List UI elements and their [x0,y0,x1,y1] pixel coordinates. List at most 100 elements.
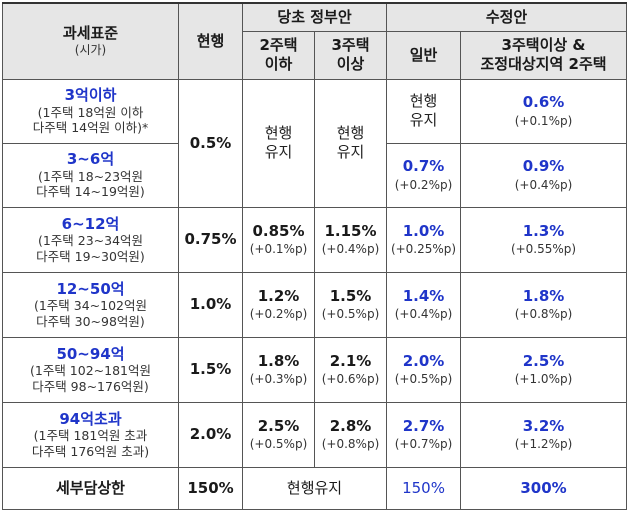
bracket-title: 50~94억 [56,344,125,363]
summary-rev-general: 150% [386,466,462,510]
rate-delta: (+0.5%p) [249,437,308,452]
rate-value: 2.7% [402,416,445,435]
rate-value: 2.1% [329,351,372,370]
header-rev-general: 일반 [386,30,462,80]
bracket-line-multi-house: 다주택 14억원 이하)* [32,120,149,136]
summary-original: 현행유지 [241,466,388,510]
header-current: 현행 [178,2,243,80]
summary-title: 세부담상한 [2,466,179,510]
orig-two-or-less-cell: 1.8% (+0.3%p) [242,336,315,403]
table-row: 94억초과 (1주택 181억원 초과 다주택 176억원 초과) 2.0% 2… [2,401,628,468]
rev-multi-cell: 1.3% (+0.55%p) [460,206,628,273]
rate-value: 0.7% [402,157,445,176]
rate-delta: (+0.1%p) [514,113,573,128]
bracket-title: 94억초과 [59,409,122,428]
bracket-line-multi-house: 다주택 30~98억원) [36,313,145,329]
summary-rev-multi: 300% [460,466,628,510]
rate-delta: (+1.0%p) [514,372,573,387]
orig-three-plus-cell: 1.5% (+0.5%p) [313,271,388,338]
rate-delta: (+0.2%p) [394,177,453,192]
table-row: 50~94억 (1주택 102~181억원 다주택 98~176억원) 1.5%… [2,336,628,403]
bracket-cell: 6~12억 (1주택 23~34억원 다주택 19~30억원) [2,206,179,273]
rev-general-cell: 2.7% (+0.7%p) [386,401,462,468]
tax-rate-table: 과세표준 (시가) 현행 당초 정부안 수정안 2주택 이하 3주택 이상 일반… [2,2,628,510]
rev-general-cell: 2.0% (+0.5%p) [386,336,462,403]
bracket-title: 3~6억 [66,150,115,168]
bracket-line-multi-house: 다주택 14~19억원) [36,184,145,200]
orig-two-or-less-cell: 2.5% (+0.5%p) [242,401,315,468]
bracket-line-one-house: (1주택 18억원 이하 [37,104,144,120]
header-tax-base-label: 과세표준 [62,24,119,43]
current-rate-cell: 1.5% [178,336,243,403]
current-rate-cell: 0.75% [178,206,243,273]
bracket-title: 3억이하 [64,86,117,104]
bracket-line-one-house: (1주택 18~23억원 [37,168,144,184]
rate-value: 2.5% [257,416,300,435]
rate-delta: (+0.5%p) [394,372,453,387]
rate-delta: (+0.6%p) [321,372,380,387]
rev-multi-cell: 0.9% (+0.4%p) [460,142,628,208]
bracket-cell: 12~50억 (1주택 34~102억원 다주택 30~98억원) [2,271,179,338]
rate-value: 0.85% [252,221,305,240]
rate-value: 2.0% [402,351,445,370]
rate-delta: (+0.4%p) [394,307,453,322]
orig-two-or-less-cell: 0.85% (+0.1%p) [242,206,315,273]
rate-delta: (+0.2%p) [249,307,308,322]
header-rev-multi: 3주택이상 & 조정대상지역 2주택 [460,30,628,80]
bracket-line-multi-house: 다주택 176억원 초과) [31,443,150,459]
rate-delta: (+0.7%p) [394,437,453,452]
rate-delta: (+0.55%p) [510,242,577,257]
rev-multi-cell: 2.5% (+1.0%p) [460,336,628,403]
rate-delta: (+0.4%p) [321,242,380,257]
rate-value: 1.2% [257,286,300,305]
rev-general-cell: 현행 유지 [386,78,462,144]
rev-general-cell: 1.4% (+0.4%p) [386,271,462,338]
rate-value: 1.3% [522,221,565,240]
rate-value: 1.15% [324,221,377,240]
rev-multi-cell: 3.2% (+1.2%p) [460,401,628,468]
bracket-title: 6~12억 [61,214,120,233]
header-tax-base-sub: (시가) [74,43,107,58]
table-row: 6~12억 (1주택 23~34억원 다주택 19~30억원) 0.75% 0.… [2,206,628,273]
rate-value: 2.5% [522,351,565,370]
header-revised-proposal: 수정안 [386,2,628,32]
bracket-cell: 3억이하 (1주택 18억원 이하 다주택 14억원 이하)* [2,78,179,144]
rate-value: 2.8% [329,416,372,435]
rate-delta: (+0.1%p) [249,242,308,257]
bracket-line-one-house: (1주택 181억원 초과 [33,428,148,444]
rate-value: 1.8% [257,351,300,370]
bracket-cell: 94억초과 (1주택 181억원 초과 다주택 176억원 초과) [2,401,179,468]
bracket-cell: 50~94억 (1주택 102~181억원 다주택 98~176억원) [2,336,179,403]
orig-two-or-less-cell: 1.2% (+0.2%p) [242,271,315,338]
rate-delta: (+1.2%p) [514,437,573,452]
current-rate-cell: 2.0% [178,401,243,468]
rate-value: 1.8% [522,286,565,305]
rate-delta: (+0.8%p) [321,437,380,452]
bracket-line-one-house: (1주택 34~102억원 [33,298,148,314]
rate-value: 0.6% [522,93,565,112]
rate-delta: (+0.8%p) [514,307,573,322]
rate-delta: (+0.25%p) [390,242,457,257]
current-rate-cell: 0.5% [178,78,243,208]
rate-delta: (+0.3%p) [249,372,308,387]
orig-three-plus-cell: 2.1% (+0.6%p) [313,336,388,403]
rev-multi-cell: 1.8% (+0.8%p) [460,271,628,338]
table-row: 3억이하 (1주택 18억원 이하 다주택 14억원 이하)* 0.5% 현행 … [2,78,628,208]
orig-two-or-less-cell: 현행 유지 [242,78,315,208]
summary-row: 세부담상한 150% 현행유지 150% 300% [2,466,628,510]
orig-three-plus-cell: 현행 유지 [313,78,388,208]
rate-delta: (+0.4%p) [514,177,573,192]
header-orig-two-or-less: 2주택 이하 [242,30,315,80]
rate-value: 1.5% [329,286,372,305]
rate-value: 1.4% [402,286,445,305]
table-row: 3~6억 (1주택 18~23억원 다주택 14~19억원) 0.7% (+0.… [2,142,628,208]
header-orig-three-plus: 3주택 이상 [313,30,388,80]
bracket-line-one-house: (1주택 23~34억원 [37,233,144,249]
bracket-line-multi-house: 다주택 19~30억원) [36,248,145,264]
header-tax-base: 과세표준 (시가) [2,2,179,80]
orig-three-plus-cell: 2.8% (+0.8%p) [313,401,388,468]
bracket-title: 12~50억 [56,279,125,298]
orig-three-plus-cell: 1.15% (+0.4%p) [313,206,388,273]
bracket-line-multi-house: 다주택 98~176억원) [32,378,149,394]
